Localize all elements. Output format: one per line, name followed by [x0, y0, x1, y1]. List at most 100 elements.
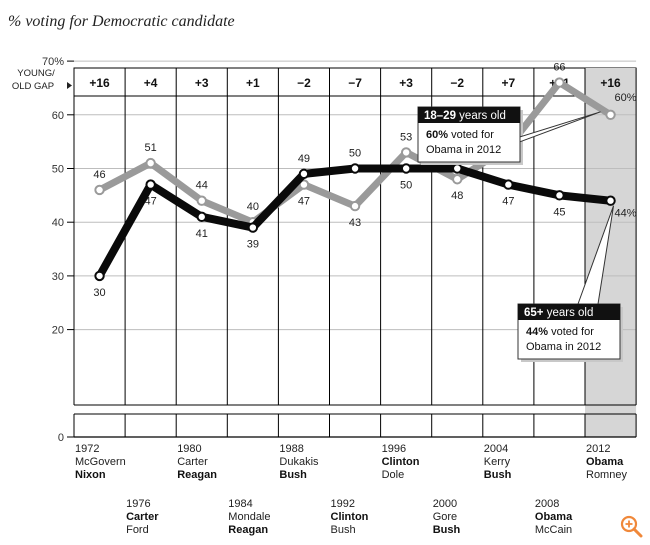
y-tick-label: 20 [52, 325, 64, 337]
callout-line1: 60% voted for [426, 129, 494, 141]
republican-candidate: Bush [433, 524, 461, 536]
gridlines [73, 60, 637, 438]
data-label-young: 60% [615, 92, 637, 104]
data-point-old [452, 163, 463, 174]
data-point-young [452, 174, 463, 185]
gap-header-line1: YOUNG/ [17, 68, 55, 79]
callout-title: 18–29 years old [424, 110, 506, 122]
callout-header [518, 304, 620, 320]
election-year: 1980 [177, 443, 201, 455]
republican-candidate: Reagan [228, 524, 268, 536]
highlight-column-group [585, 68, 637, 437]
data-point-old [554, 190, 565, 201]
republican-candidate: Bush [484, 469, 512, 481]
data-point-young [349, 200, 361, 212]
data-point-old [298, 168, 310, 180]
chart-title: % voting for Democratic candidate [8, 13, 235, 30]
callouts: 18–29 years old 60% voted for Obama in 201… [417, 106, 623, 362]
gap-value: −2 [450, 76, 464, 90]
data-label-old: 45 [553, 206, 565, 218]
data-label-old: 49 [298, 153, 310, 165]
data-point-old [94, 270, 105, 282]
highlight-column [585, 68, 637, 437]
data-label-old: 47 [145, 196, 157, 208]
democratic-candidate: McGovern [75, 456, 126, 468]
data-point-old [145, 179, 156, 190]
data-point-young [145, 157, 156, 169]
republican-candidate: Reagan [177, 469, 217, 481]
y-tick-label: 40 [52, 217, 64, 229]
candidate-labels: 1972McGovernNixon1976CarterFord1980Carte… [75, 443, 627, 536]
gap-value: −2 [297, 76, 311, 90]
data-label-young: 40 [247, 201, 259, 213]
data-label-young: 66 [553, 62, 565, 74]
gap-value: +3 [195, 76, 209, 90]
data-point-old [247, 222, 259, 233]
democratic-candidate: Clinton [382, 456, 420, 468]
callout-line2: Obama in 2012 [526, 341, 601, 353]
data-point-young [94, 184, 105, 196]
election-year: 2012 [586, 443, 610, 455]
election-year: 1976 [126, 498, 150, 510]
election-year: 2000 [433, 498, 457, 510]
data-label-young: 53 [400, 131, 412, 143]
data-point-young [196, 195, 207, 206]
data-label-young: 51 [145, 142, 157, 154]
data-label-young: 44 [196, 180, 208, 192]
y-axis-ticks: 70% 60 50 40 30 20 0 [42, 56, 74, 444]
election-year: 2004 [484, 443, 508, 455]
callout-line2: Obama in 2012 [426, 144, 501, 156]
data-label-young: 48 [451, 190, 463, 202]
data-point-old [349, 163, 361, 174]
data-point-old [400, 163, 412, 174]
series-lines [94, 77, 616, 282]
data-point-old [605, 195, 616, 206]
republican-candidate: Ford [126, 524, 149, 536]
election-year: 1988 [279, 443, 303, 455]
election-year: 1984 [228, 498, 252, 510]
data-point-young [400, 147, 412, 158]
data-label-old: 47 [502, 196, 514, 208]
y-tick-label: 70% [42, 56, 64, 68]
data-point-young [298, 179, 310, 190]
democratic-candidate: Mondale [228, 511, 270, 523]
election-year: 2008 [535, 498, 559, 510]
data-point-young [605, 109, 616, 121]
data-point-young [554, 77, 565, 88]
data-label-old: 30 [93, 287, 105, 299]
y-tick-label: 50 [52, 164, 64, 176]
data-label-old: 44% [615, 208, 637, 220]
democratic-candidate: Gore [433, 511, 457, 523]
data-point-old [503, 179, 514, 190]
republican-candidate: Romney [586, 469, 627, 481]
gap-header-line2: OLD GAP [12, 81, 54, 92]
data-label-old: 41 [196, 228, 208, 240]
gap-value: +1 [246, 76, 260, 90]
democratic-candidate: Dukakis [279, 456, 319, 468]
gap-values: +16+4+3+1−2−7+3−2+7+21+16 [89, 76, 621, 90]
gap-value: +3 [399, 76, 413, 90]
gap-arrow-icon [67, 82, 72, 89]
data-point-old [196, 211, 207, 223]
democratic-candidate: Obama [535, 511, 573, 523]
y-tick-label: 0 [58, 432, 64, 444]
republican-candidate: Dole [382, 469, 405, 481]
election-year: 1992 [331, 498, 355, 510]
election-year: 1972 [75, 443, 99, 455]
data-label-young: 46 [93, 169, 105, 181]
y-tick-label: 30 [52, 271, 64, 283]
gap-value: −7 [348, 76, 362, 90]
data-label-young: 47 [298, 196, 310, 208]
republican-candidate: McCain [535, 524, 572, 536]
democratic-candidate: Obama [586, 456, 624, 468]
democratic-candidate: Clinton [331, 511, 369, 523]
democratic-candidate: Carter [126, 511, 159, 523]
data-label-young: 43 [349, 217, 361, 229]
data-label-old: 39 [247, 239, 259, 251]
zoom-in-icon[interactable] [620, 515, 643, 538]
callout-title: 65+ years old [524, 307, 593, 319]
callout-line1: 44% voted for [526, 326, 594, 338]
democratic-candidate: Carter [177, 456, 208, 468]
republican-candidate: Bush [331, 524, 356, 536]
gap-value: +16 [600, 76, 621, 90]
